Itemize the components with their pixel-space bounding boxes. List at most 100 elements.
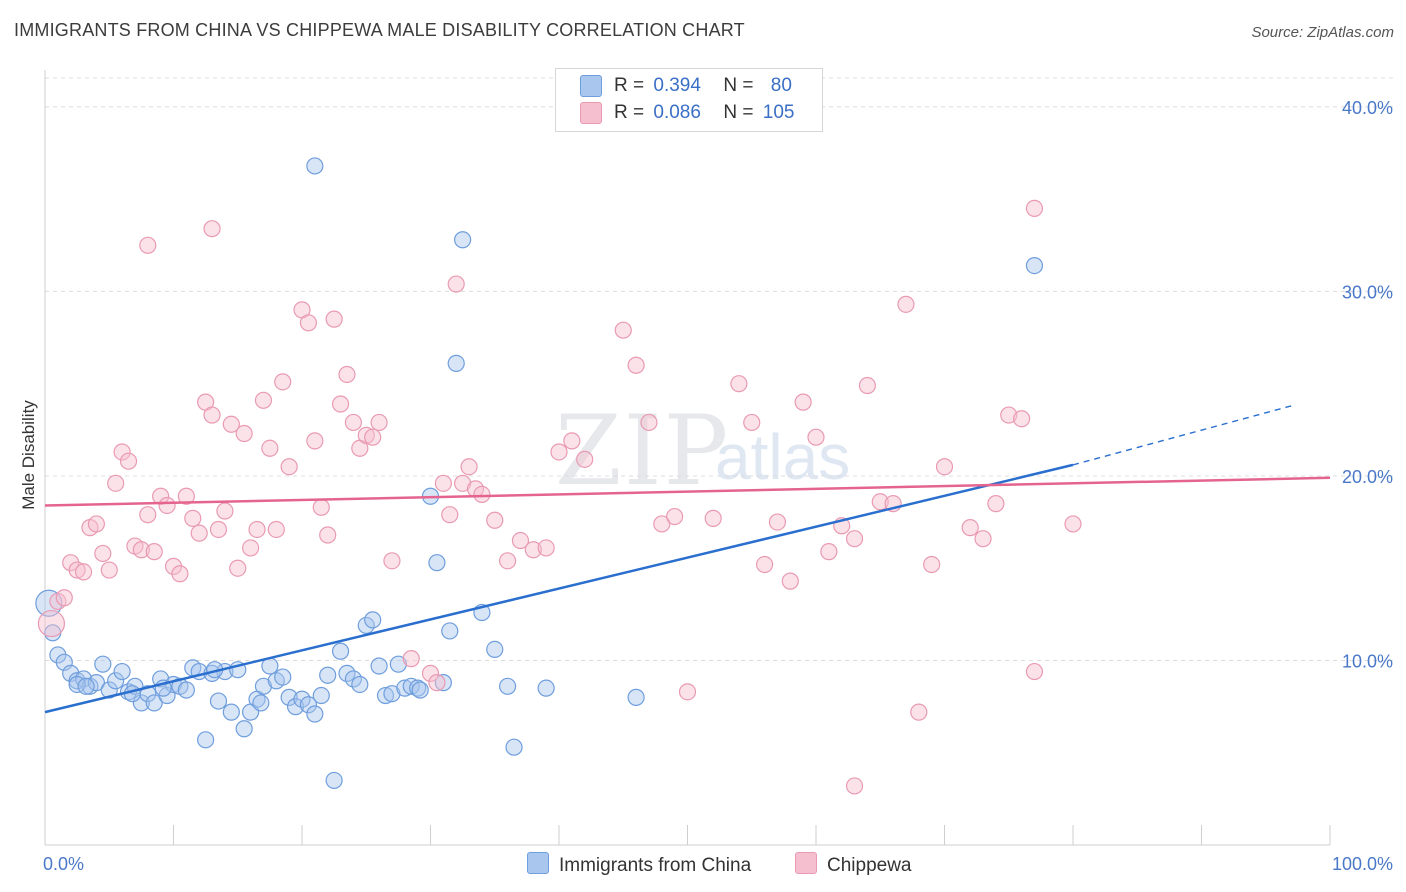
scatter-point-chippewa (216, 502, 234, 520)
scatter-point-china (537, 679, 555, 697)
scatter-point-chippewa (68, 561, 86, 579)
bottom-legend-label-china: Immigrants from China (559, 855, 752, 876)
scatter-point-china (454, 231, 472, 249)
legend-r-value-china: 0.394 (653, 75, 701, 97)
scatter-point-chippewa (229, 559, 247, 577)
scatter-point-chippewa (923, 555, 941, 574)
legend-r-label: R = (614, 102, 645, 124)
scatter-point-chippewa (499, 552, 517, 570)
scatter-point-chippewa (987, 495, 1005, 513)
scatter-point-chippewa (845, 777, 864, 795)
scatter-point-chippewa (1000, 406, 1018, 424)
scatter-point-chippewa (858, 376, 877, 395)
scatter-point-chippewa (473, 485, 491, 504)
scatter-point-china (94, 655, 112, 673)
scatter-point-china (100, 681, 118, 699)
scatter-point-chippewa (274, 373, 292, 391)
x-tick-label-max: 100.0% (1332, 854, 1393, 874)
scatter-point-china (331, 642, 350, 660)
scatter-point-china (499, 677, 517, 695)
scatter-point-china (177, 681, 195, 699)
scatter-point-chippewa (280, 458, 298, 476)
scatter-point-chippewa (704, 509, 722, 527)
scatter-point-chippewa (383, 552, 401, 570)
scatter-point-chippewa (254, 391, 273, 409)
scatter-point-chippewa (460, 458, 478, 476)
scatter-point-chippewa (158, 496, 176, 515)
scatter-point-chippewa (338, 365, 356, 384)
scatter-point-chippewa (768, 513, 787, 531)
scatter-point-chippewa (1064, 515, 1082, 533)
scatter-point-chippewa (261, 439, 279, 457)
legend-r-label: R = (614, 75, 645, 97)
scatter-point-china (299, 696, 318, 714)
scatter-point-china (252, 694, 270, 712)
scatter-point-china (319, 666, 337, 684)
scatter-point-chippewa (299, 314, 318, 332)
scatter-point-chippewa (184, 509, 202, 527)
scatter-point-chippewa (235, 424, 253, 443)
scatter-point-chippewa (139, 506, 157, 524)
chart-title: IMMIGRANTS FROM CHINA VS CHIPPEWA MALE D… (14, 20, 745, 40)
scatter-point-chippewa (402, 650, 420, 668)
scatter-point-chippewa (910, 703, 928, 721)
scatter-point-chippewa (511, 531, 530, 550)
scatter-point-china (209, 692, 228, 710)
watermark-atlas: atlas (715, 421, 851, 493)
scatter-point-china (222, 703, 240, 721)
scatter-point-chippewa (428, 674, 446, 692)
scatter-point-china (280, 688, 298, 706)
scatter-point-chippewa (678, 683, 697, 701)
axes (44, 70, 1331, 846)
scatter-point-chippewa (961, 519, 979, 537)
scatter-point-china (447, 354, 465, 372)
scatter-point-chippewa (730, 375, 748, 393)
trend-line-china (44, 463, 1074, 714)
scatter-point-china (107, 672, 125, 690)
scatter-point-chippewa (113, 443, 131, 461)
trend-lines (44, 405, 1331, 714)
legend-row-china: R = 0.394 N = 80 (580, 75, 792, 99)
scatter-point-china (35, 589, 63, 617)
bottom-legend: Immigrants from China Chippewa (0, 852, 1406, 878)
scatter-point-chippewa (87, 515, 106, 533)
scatter-point-china (364, 611, 382, 629)
scatter-point-chippewa (119, 452, 138, 470)
scatter-point-chippewa (486, 511, 504, 529)
scatter-point-chippewa (364, 428, 382, 446)
scatter-point-chippewa (171, 565, 189, 583)
scatter-point-china (254, 677, 273, 695)
scatter-point-china (505, 738, 523, 756)
scatter-point-china (376, 686, 395, 705)
scatter-point-chippewa (344, 413, 362, 432)
scatter-point-chippewa (441, 506, 459, 524)
points (35, 157, 1082, 795)
scatter-point-chippewa (242, 539, 260, 557)
scatter-point-chippewa (897, 295, 915, 313)
scatter-point-chippewa (152, 487, 170, 505)
scatter-point-chippewa (331, 395, 350, 413)
scatter-point-china (306, 157, 324, 175)
scatter-point-chippewa (203, 220, 221, 238)
scatter-point-china (87, 674, 106, 692)
scatter-point-china (274, 668, 292, 686)
scatter-point-chippewa (845, 530, 864, 548)
trend-line-chippewa (44, 476, 1331, 507)
scatter-point-china (77, 677, 95, 695)
scatter-point-chippewa (666, 507, 684, 526)
scatter-point-chippewa (325, 310, 343, 328)
scatter-point-chippewa (820, 543, 838, 561)
scatter-point-china (389, 655, 407, 673)
scatter-point-chippewa (370, 413, 388, 432)
scatter-point-china (441, 622, 459, 640)
scatter-point-chippewa (421, 664, 440, 682)
scatter-point-chippewa (550, 443, 568, 461)
scatter-point-china (306, 705, 324, 723)
legend-row-chippewa: R = 0.086 N = 105 (580, 102, 794, 126)
scatter-point-chippewa (974, 530, 992, 548)
legend-n-label: N = (723, 102, 754, 124)
scatter-point-chippewa (524, 541, 542, 559)
scatter-point-china (132, 694, 150, 712)
scatter-point-china (627, 688, 645, 706)
